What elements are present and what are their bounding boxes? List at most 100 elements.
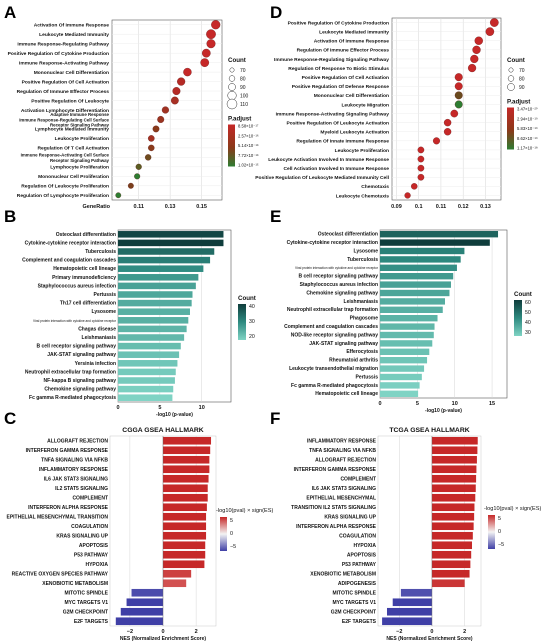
data-point [454,73,463,82]
y-category-label: Leukocyte Proliferation [335,148,389,154]
data-point [183,67,192,77]
legend-count-label: 90 [519,85,525,91]
chart-title: TCGA GSEA HALLMARK [389,427,469,434]
data-point [135,163,142,170]
legend-padj-label: 3.47×10⁻²⁰ [517,107,538,112]
bar [380,390,419,397]
legend-padj-label: 8.62×10⁻¹⁹ [517,136,538,141]
x-tick-label: 0.12 [458,204,469,210]
bar [163,465,210,474]
y-category-label: Chemokine signaling pathway [44,387,116,393]
bar [118,265,204,272]
y-category-label: EPITHELIAL MESENCHYMAL TRANSITION [7,515,109,521]
y-category-label: Myeloid Leukocyte Activation [320,130,389,136]
y-category-label: KRAS SIGNALING UP [56,534,108,540]
legend-tick-label: 30 [249,319,255,325]
y-category-label: MYC TARGETS V1 [64,600,108,606]
legend-padj-label: 2.94×10⁻¹⁹ [517,116,538,121]
panel-label-e: E [270,207,281,226]
plot-frame-B [117,229,232,403]
bar [431,541,473,550]
y-category-label: Chemotaxis [361,184,389,190]
y-category-label: Regulation Of Response To Biotic Stimulu… [288,66,389,72]
x-tick-label: 0 [161,629,164,635]
bar [431,446,478,455]
data-point [468,63,477,73]
y-category-label: Adaptive Immune Response [50,112,109,117]
y-category-label: Rheumatoid arthritis [329,358,378,364]
y-category-label: Lysosome [91,309,116,315]
legend-count-label: 110 [240,102,248,108]
y-category-label: ALLOGRAFT REJECTION [47,439,108,445]
x-tick-label: 2 [195,629,198,635]
legend-tick-label: 40 [249,304,255,310]
y-category-label: P53 PATHWAY [74,553,109,559]
data-point [148,135,155,142]
y-category-label: Fc gamma R-mediated phagocytosis [29,395,116,401]
y-category-label: G2M CHECKPOINT [63,610,108,616]
legend-tick-label: 0 [230,531,233,537]
legend-tick-label: 0 [498,529,501,535]
data-point [443,118,452,127]
bar [431,484,476,493]
y-category-label: INTERFERON ALPHA RESPONSE [296,524,377,530]
y-category-label: Efferocytosis [346,349,378,355]
y-category-label: Chagas disease [78,326,116,332]
bar [163,503,207,512]
x-tick-label: −2 [396,629,402,635]
bar [380,298,445,305]
y-category-label: COMPLEMENT [72,496,108,502]
plot-frame-D [391,17,502,201]
x-tick-label: 0.09 [391,204,402,210]
legend-count-label: 80 [519,77,525,83]
legend-count-circle [228,75,236,82]
bar [380,348,430,355]
legend-count-label: 70 [240,68,246,74]
data-point [177,77,186,86]
y-category-label: Viral protein interaction with cytokine … [33,319,117,323]
legend-padj-bar [507,107,514,150]
bar [380,373,422,381]
legend-title: Count [238,295,256,302]
legend-tick-label: −5 [498,542,504,548]
bar [163,569,192,578]
y-category-label: Complement and coagulation cascades [22,258,116,264]
panel-label-c: C [4,409,16,428]
data-point [417,155,425,163]
data-point [454,91,463,100]
y-category-label: MYC TARGETS V1 [332,600,376,606]
bar [431,503,475,512]
x-tick-label: 10 [452,401,458,407]
legend-count-circle [507,83,515,91]
y-category-label: Neutrophil extracellular trap formation [25,369,116,375]
data-point [417,173,425,181]
bar [431,512,475,521]
bar [118,325,187,333]
y-category-label: MITOTIC SPINDLE [64,591,108,597]
bar [431,579,465,588]
y-category-label: Immune Response-Activating Signaling Pat… [276,111,390,117]
data-point [470,54,479,64]
data-point [200,58,210,67]
legend-title: Count [514,291,532,298]
legend-count-circle [229,67,235,73]
bar [431,560,471,569]
bar [118,334,185,341]
legend-tick-label: 50 [525,310,531,316]
x-tick-label: 0.11 [134,204,144,210]
y-category-label: Leishmaniasis [344,299,379,305]
y-category-label: Regulation Of Leukocyte Proliferation [21,184,109,190]
y-category-label: Viral protein interaction with cytokine … [295,266,379,270]
y-category-label: Mononuclear Cell Differentiation [314,93,389,99]
x-axis-title: -log10 (p-value) [425,408,462,414]
y-category-label: INTERFERON ALPHA RESPONSE [28,505,109,511]
y-category-label: Leishmaniasis [82,335,117,341]
data-point [404,192,411,199]
y-category-label: P53 PATHWAY [342,562,377,568]
y-category-label: Leukocyte Mediated Immunity [319,29,389,35]
y-category-label: Pertussis [355,374,378,380]
bar [380,289,450,297]
legend-count-circle [507,75,515,82]
x-tick-label: 0.13 [480,204,491,210]
